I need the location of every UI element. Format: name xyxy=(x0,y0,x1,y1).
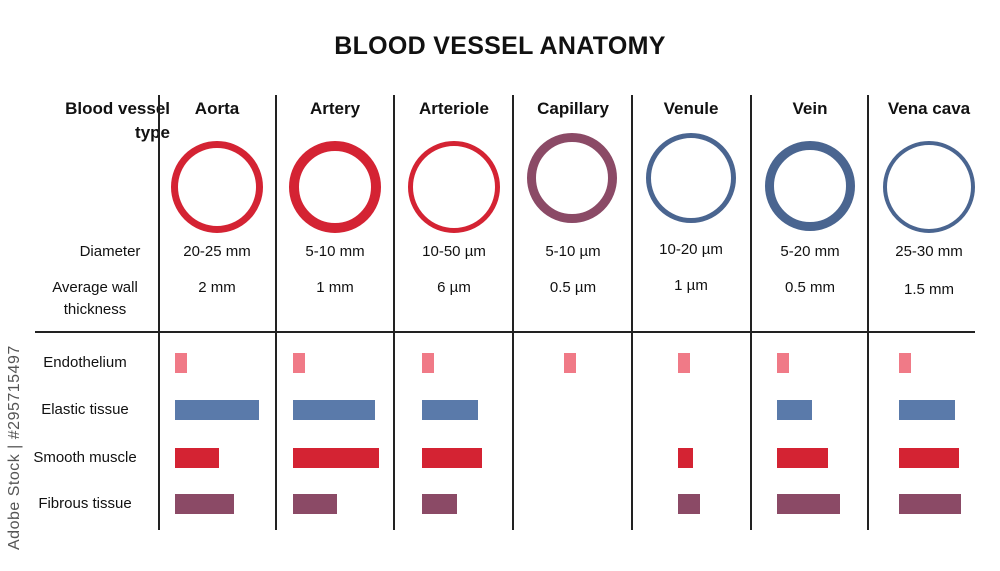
column-divider xyxy=(750,95,752,530)
stock-watermark-text: Adobe Stock | #295715497 xyxy=(6,345,23,550)
vein-elastic-tissue-bar xyxy=(777,400,812,420)
vena-cava-cross-section-icon xyxy=(883,141,975,233)
arteriole-endothelium-bar xyxy=(422,353,434,373)
artery-diameter: 5-10 mm xyxy=(305,243,365,260)
vein-smooth-muscle-bar xyxy=(777,448,828,468)
venule-smooth-muscle-bar xyxy=(678,448,693,468)
aorta-smooth-muscle-bar xyxy=(175,448,219,468)
artery-elastic-tissue-bar xyxy=(293,400,375,420)
aorta-wall-thickness: 2 mm xyxy=(198,279,236,296)
venule-wall-thickness: 1 µm xyxy=(674,277,708,294)
vessel-name-vein: Vein xyxy=(792,99,828,118)
artery-endothelium-bar xyxy=(293,353,305,373)
venule-cross-section-icon xyxy=(646,133,736,223)
vein-diameter: 5-20 mm xyxy=(780,243,840,260)
aorta-fibrous-tissue-bar xyxy=(175,494,234,514)
column-divider xyxy=(393,95,395,530)
vessel-name-arteriole: Arteriole xyxy=(419,99,489,118)
wall-thickness-row-label: Average wall thickness xyxy=(52,279,138,318)
arteriole-wall-thickness: 6 µm xyxy=(437,279,471,296)
aorta-endothelium-bar xyxy=(175,353,187,373)
arteriole-diameter: 10-50 µm xyxy=(422,243,486,260)
column-divider xyxy=(158,95,160,530)
diameter-row-label: Diameter xyxy=(79,243,141,260)
column-divider xyxy=(275,95,277,530)
capillary-wall-thickness: 0.5 µm xyxy=(549,279,597,296)
layer-label-endothelium: Endothelium xyxy=(43,354,127,371)
layer-label-fibrous-tissue: Fibrous tissue xyxy=(38,495,132,512)
vessel-type-row-label: Blood vessel type xyxy=(65,99,170,142)
capillary-diameter: 5-10 µm xyxy=(545,243,601,260)
aorta-cross-section-icon xyxy=(171,141,263,233)
venule-endothelium-bar xyxy=(678,353,690,373)
vein-fibrous-tissue-bar xyxy=(777,494,840,514)
column-divider xyxy=(867,95,869,530)
capillary-endothelium-bar xyxy=(564,353,576,373)
aorta-elastic-tissue-bar xyxy=(175,400,259,420)
vena-cava-elastic-tissue-bar xyxy=(899,400,955,420)
capillary-cross-section-icon xyxy=(527,133,617,223)
vessel-name-artery: Artery xyxy=(309,99,361,118)
vessel-name-vena-cava: Vena cava xyxy=(887,99,971,118)
column-divider xyxy=(512,95,514,530)
arteriole-fibrous-tissue-bar xyxy=(422,494,457,514)
vein-endothelium-bar xyxy=(777,353,789,373)
arteriole-cross-section-icon xyxy=(408,141,500,233)
vena-cava-fibrous-tissue-bar xyxy=(899,494,961,514)
vena-cava-endothelium-bar xyxy=(899,353,911,373)
artery-smooth-muscle-bar xyxy=(293,448,379,468)
vein-cross-section-icon xyxy=(765,141,855,231)
section-divider-line xyxy=(35,331,975,333)
venule-fibrous-tissue-bar xyxy=(678,494,700,514)
diagram-title: BLOOD VESSEL ANATOMY xyxy=(334,32,666,60)
stock-watermark: Adobe Stock | #295715497 xyxy=(2,340,32,560)
arteriole-smooth-muscle-bar xyxy=(422,448,482,468)
column-divider xyxy=(631,95,633,530)
vena-cava-smooth-muscle-bar xyxy=(899,448,959,468)
artery-cross-section-icon xyxy=(289,141,381,233)
aorta-diameter: 20-25 mm xyxy=(183,243,251,260)
vena-cava-diameter: 25-30 mm xyxy=(895,243,963,260)
layer-label-smooth-muscle: Smooth muscle xyxy=(33,449,137,466)
vessel-name-aorta: Aorta xyxy=(194,99,240,118)
vein-wall-thickness: 0.5 mm xyxy=(784,279,835,296)
vessel-name-venule: Venule xyxy=(663,99,719,118)
arteriole-elastic-tissue-bar xyxy=(422,400,478,420)
vena-cava-wall-thickness: 1.5 mm xyxy=(903,281,954,298)
venule-diameter: 10-20 µm xyxy=(659,241,723,258)
vessel-name-capillary: Capillary xyxy=(537,99,609,118)
artery-wall-thickness: 1 mm xyxy=(316,279,354,296)
artery-fibrous-tissue-bar xyxy=(293,494,337,514)
layer-label-elastic-tissue: Elastic tissue xyxy=(41,401,129,418)
